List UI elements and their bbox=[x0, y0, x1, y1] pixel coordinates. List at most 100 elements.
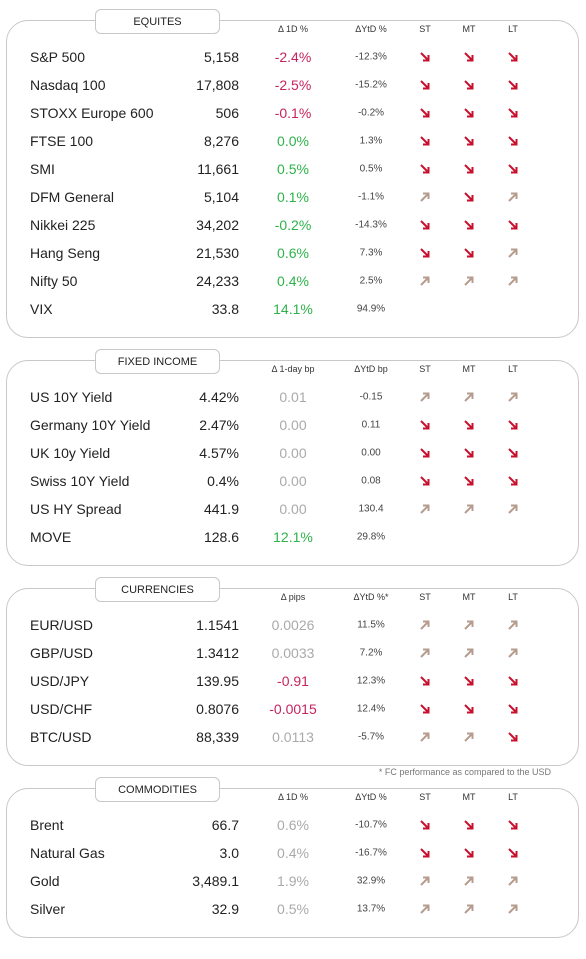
last-value: 3.0 bbox=[219, 845, 239, 861]
trend-up-arrow bbox=[508, 876, 518, 886]
last-value: 4.57% bbox=[199, 445, 239, 461]
instrument-name: Swiss 10Y Yield bbox=[30, 473, 130, 489]
table-row: Nikkei 225 34,202 -0.2% -14.3% bbox=[7, 211, 578, 239]
daily-change: 0.0% bbox=[277, 133, 309, 149]
last-value: 5,158 bbox=[203, 49, 239, 65]
ytd-change: 32.9% bbox=[356, 875, 386, 887]
instrument-name: USD/CHF bbox=[30, 701, 93, 717]
column-header: Δ 1D % bbox=[277, 24, 309, 34]
last-value: 17,808 bbox=[196, 77, 239, 93]
trend-down-arrow bbox=[420, 448, 430, 458]
trend-down-arrow bbox=[420, 220, 430, 230]
table-row: USD/CHF 0.8076 -0.0015 12.4% bbox=[7, 695, 578, 723]
ytd-change: 7.2% bbox=[359, 647, 383, 659]
table-row: Natural Gas 3.0 0.4% -16.7% bbox=[7, 839, 578, 867]
trend-down-arrow bbox=[508, 704, 518, 714]
table-row: BTC/USD 88,339 0.0113 -5.7% bbox=[7, 723, 578, 751]
table-row: Nasdaq 100 17,808 -2.5% -15.2% bbox=[7, 71, 578, 99]
trend-down-arrow bbox=[420, 676, 430, 686]
daily-change: 0.00 bbox=[279, 501, 307, 517]
trend-down-arrow bbox=[420, 108, 430, 118]
trend-down-arrow bbox=[420, 248, 430, 258]
trend-up-arrow bbox=[508, 504, 518, 514]
trend-up-arrow bbox=[508, 904, 518, 914]
ytd-change: 0.00 bbox=[361, 447, 381, 459]
table-row: STOXX Europe 600 506 -0.1% -0.2% bbox=[7, 99, 578, 127]
instrument-name: Germany 10Y Yield bbox=[30, 417, 151, 433]
column-header: LT bbox=[508, 592, 518, 602]
trend-down-arrow bbox=[464, 108, 474, 118]
column-header: ΔYtD %* bbox=[353, 592, 389, 602]
instrument-name: DFM General bbox=[30, 189, 115, 205]
table-row: Hang Seng 21,530 0.6% 7.3% bbox=[7, 239, 578, 267]
daily-change: 0.4% bbox=[277, 845, 309, 861]
table-row: Swiss 10Y Yield 0.4% 0.00 0.08 bbox=[7, 467, 578, 495]
ytd-change: 2.5% bbox=[359, 275, 383, 287]
column-header: MT bbox=[462, 592, 476, 602]
instrument-name: Nasdaq 100 bbox=[30, 77, 106, 93]
trend-up-arrow bbox=[508, 648, 518, 658]
trend-down-arrow bbox=[508, 220, 518, 230]
commodities-panel: COMMODITIES Δ 1D % ΔYtD % ST MT LT Brent 66.7 0.… bbox=[6, 777, 579, 938]
table-row: DFM General 5,104 0.1% -1.1% bbox=[7, 183, 578, 211]
instrument-name: Gold bbox=[30, 873, 60, 889]
trend-down-arrow bbox=[464, 80, 474, 90]
trend-down-arrow bbox=[464, 52, 474, 62]
trend-up-arrow bbox=[464, 648, 474, 658]
table-row: EUR/USD 1.1541 0.0026 11.5% bbox=[7, 611, 578, 639]
trend-up-arrow bbox=[464, 276, 474, 286]
daily-change: -0.91 bbox=[277, 673, 309, 689]
trend-down-arrow bbox=[508, 136, 518, 146]
section-tab: CURRENCIES bbox=[95, 577, 220, 602]
table-row: GBP/USD 1.3412 0.0033 7.2% bbox=[7, 639, 578, 667]
trend-up-arrow bbox=[420, 648, 430, 658]
trend-down-arrow bbox=[464, 848, 474, 858]
column-header: Δ 1D % bbox=[277, 792, 309, 802]
table-row: US HY Spread 441.9 0.00 130.4 bbox=[7, 495, 578, 523]
daily-change: -2.4% bbox=[274, 49, 312, 65]
ytd-change: 0.11 bbox=[361, 419, 381, 431]
trend-down-arrow bbox=[420, 52, 430, 62]
column-header: ΔYtD bp bbox=[354, 364, 388, 374]
trend-up-arrow bbox=[420, 504, 430, 514]
ytd-change: -10.7% bbox=[355, 819, 387, 831]
trend-up-arrow bbox=[420, 904, 430, 914]
currencies-panel: CURRENCIES Δ pips ΔYtD %* ST MT LT EUR/USD 1.15… bbox=[6, 577, 579, 766]
table-row: FTSE 100 8,276 0.0% 1.3% bbox=[7, 127, 578, 155]
table-row: SMI 11,661 0.5% 0.5% bbox=[7, 155, 578, 183]
daily-change: 0.4% bbox=[277, 273, 309, 289]
trend-up-arrow bbox=[420, 876, 430, 886]
trend-up-arrow bbox=[464, 504, 474, 514]
last-value: 1.3412 bbox=[196, 645, 239, 661]
ytd-change: 7.3% bbox=[359, 247, 383, 259]
trend-down-arrow bbox=[464, 192, 474, 202]
ytd-change: 130.4 bbox=[358, 503, 384, 515]
instrument-name: Nikkei 225 bbox=[30, 217, 96, 233]
last-value: 21,530 bbox=[196, 245, 239, 261]
column-header: ST bbox=[419, 364, 431, 374]
trend-up-arrow bbox=[508, 392, 518, 402]
trend-down-arrow bbox=[508, 848, 518, 858]
trend-down-arrow bbox=[508, 820, 518, 830]
ytd-change: 12.3% bbox=[356, 675, 386, 687]
instrument-name: Brent bbox=[30, 817, 64, 833]
table-row: S&P 500 5,158 -2.4% -12.3% bbox=[7, 43, 578, 71]
daily-change: -2.5% bbox=[274, 77, 312, 93]
table-row: Silver 32.9 0.5% 13.7% bbox=[7, 895, 578, 923]
instrument-name: Natural Gas bbox=[30, 845, 105, 861]
column-header: ST bbox=[419, 592, 431, 602]
column-header: LT bbox=[508, 364, 518, 374]
instrument-name: MOVE bbox=[30, 529, 72, 545]
trend-down-arrow bbox=[464, 248, 474, 258]
footnote: * FC performance as compared to the USD bbox=[378, 767, 551, 777]
last-value: 4.42% bbox=[199, 389, 239, 405]
daily-change: 0.0033 bbox=[271, 645, 315, 661]
instrument-name: STOXX Europe 600 bbox=[30, 105, 154, 121]
daily-change: 0.5% bbox=[277, 901, 309, 917]
trend-down-arrow bbox=[420, 476, 430, 486]
trend-down-arrow bbox=[420, 136, 430, 146]
ytd-change: 29.8% bbox=[356, 531, 386, 543]
section-tab: EQUITES bbox=[95, 9, 220, 34]
